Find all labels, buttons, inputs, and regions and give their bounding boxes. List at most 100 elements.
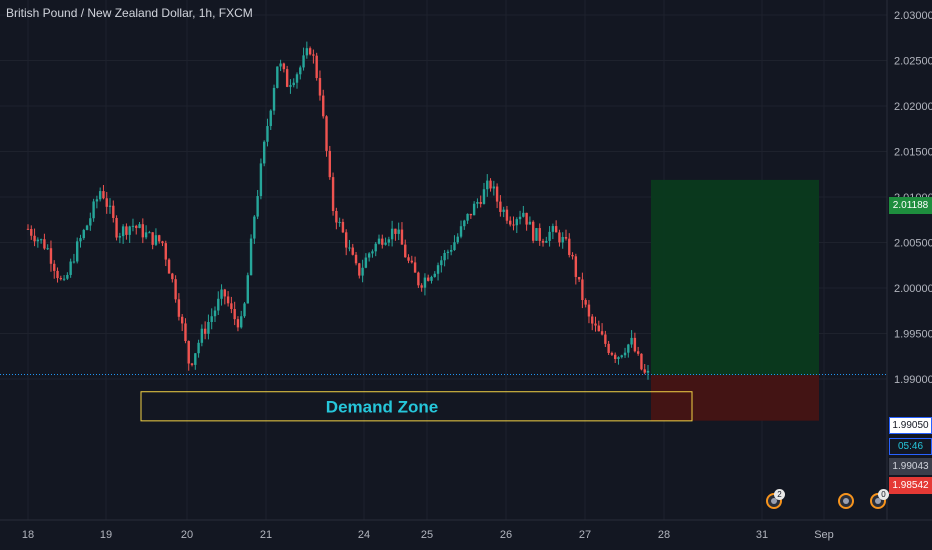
candle-body	[158, 235, 161, 242]
long-position-tool[interactable]	[0, 179, 887, 421]
entry-price-tag: 1.99043	[889, 458, 932, 475]
candle-body	[430, 276, 433, 281]
candle-body	[151, 232, 154, 245]
candle-body	[92, 201, 95, 219]
candle-body	[643, 369, 646, 373]
profit-zone[interactable]	[651, 179, 819, 376]
candle-body	[548, 231, 551, 241]
economic-event-icon[interactable]: 2	[766, 489, 785, 509]
candle-body	[223, 289, 227, 297]
candle-body	[82, 229, 85, 239]
candle-body	[302, 55, 305, 68]
candle-body	[289, 85, 292, 87]
candles	[26, 41, 650, 380]
time-tick-label: 18	[22, 529, 34, 541]
candle-body	[115, 217, 118, 238]
candle-body	[613, 354, 617, 360]
candle-body	[568, 238, 571, 255]
candle-body	[489, 180, 492, 189]
candle-body	[184, 323, 187, 342]
candle-body	[476, 201, 479, 204]
candle-body	[351, 247, 354, 255]
demand-zone-label: Demand Zone	[326, 397, 438, 416]
price-tick-label: 2.00000	[894, 283, 932, 295]
candle-body	[230, 303, 233, 310]
candle-body	[272, 87, 276, 111]
candle-body	[423, 277, 427, 288]
candle-body	[417, 272, 420, 286]
candle-body	[233, 309, 236, 320]
candle-body	[535, 228, 538, 241]
price-tick-label: 2.01500	[894, 147, 932, 159]
candle-body	[76, 241, 79, 262]
candle-body	[112, 205, 115, 218]
candle-body	[299, 67, 302, 75]
candle-body	[466, 213, 469, 221]
candle-body	[335, 210, 338, 223]
time-tick-label: Sep	[814, 529, 834, 541]
candle-body	[328, 150, 331, 178]
candle-body	[33, 235, 36, 242]
candle-body	[341, 221, 345, 233]
candle-body	[187, 341, 190, 364]
candle-body	[66, 274, 69, 279]
candle-body	[266, 126, 269, 142]
flag-icon	[843, 498, 849, 504]
candle-body	[627, 344, 630, 353]
candle-body	[623, 352, 627, 356]
candle-body	[600, 331, 604, 335]
demand-zone[interactable]: Demand Zone	[140, 391, 693, 422]
candle-body	[377, 238, 381, 244]
price-tick-label: 2.02000	[894, 101, 932, 113]
candle-body	[138, 224, 141, 229]
candle-body	[381, 238, 384, 245]
candle-body	[177, 299, 181, 317]
flag-icon	[771, 498, 777, 504]
candle-body	[640, 353, 643, 370]
candle-body	[348, 247, 351, 249]
economic-event-icon[interactable]: 0	[870, 489, 889, 509]
candle-body	[400, 229, 404, 245]
loss-zone[interactable]	[651, 375, 819, 421]
candle-body	[226, 296, 230, 304]
candle-body	[200, 328, 204, 343]
candle-body	[253, 216, 256, 239]
candle-body	[85, 225, 89, 230]
candle-body	[26, 228, 30, 230]
candle-body	[213, 310, 217, 317]
candle-body	[148, 232, 151, 234]
candle-body	[345, 232, 348, 248]
candle-body	[43, 239, 46, 249]
candle-body	[610, 352, 614, 355]
candle-body	[240, 316, 243, 328]
time-axis[interactable]: 18 19 20 21 24 25 26 27 28 31 Sep	[0, 519, 932, 541]
candle-body	[525, 212, 528, 225]
candle-body	[282, 63, 286, 70]
candle-body	[584, 300, 587, 305]
candle-body	[453, 242, 456, 251]
candle-body	[522, 212, 525, 217]
candle-body	[571, 254, 574, 257]
candle-body	[249, 238, 253, 276]
candle-body	[315, 55, 318, 79]
candle-body	[259, 163, 263, 197]
candle-body	[558, 232, 561, 243]
event-count-badge: 2	[774, 489, 785, 500]
candle-body	[331, 177, 335, 211]
candle-body	[197, 342, 200, 354]
candle-body	[39, 239, 43, 241]
candle-body	[443, 252, 446, 261]
time-tick-label: 28	[658, 529, 670, 541]
candle-body	[279, 63, 282, 67]
demand-zone-box[interactable]	[140, 391, 693, 422]
candle-body	[433, 273, 436, 277]
candle-body	[246, 275, 249, 304]
candle-body	[581, 279, 584, 301]
candle-body	[305, 48, 309, 56]
candle-body	[161, 241, 164, 244]
economic-event-icon[interactable]	[838, 493, 854, 509]
countdown-tag: 05:46	[889, 438, 932, 455]
candle-body	[292, 82, 295, 86]
